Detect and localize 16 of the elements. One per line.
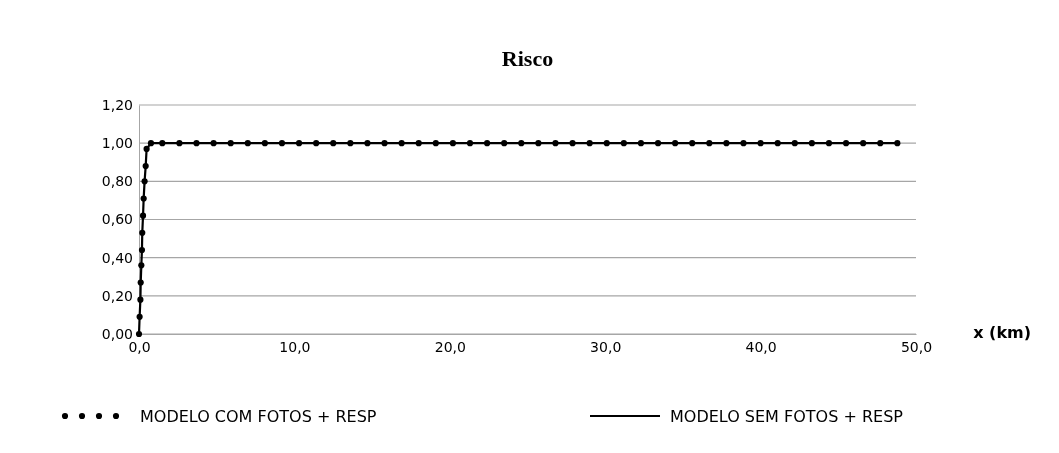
y-tick-label: 0,40 bbox=[101, 249, 133, 266]
x-axis-title: x (km) bbox=[973, 323, 1031, 342]
point bbox=[135, 330, 143, 338]
y-tick-label: 0,80 bbox=[101, 173, 133, 190]
chart-title: Risco bbox=[501, 46, 554, 71]
x-tick-label: 10,0 bbox=[279, 338, 311, 355]
x-tick-label: 50,0 bbox=[900, 338, 933, 355]
legend-label: MODELO SEM FOTOS + RESP bbox=[670, 407, 904, 426]
x-tick-label: 20,0 bbox=[434, 338, 466, 355]
y-tick-label: 1,00 bbox=[101, 135, 133, 152]
x-tick-label: 30,0 bbox=[590, 338, 622, 355]
y-tick-label: 1,20 bbox=[101, 96, 133, 113]
y-tick-label: 0,60 bbox=[101, 211, 133, 228]
x-tick-label: 40,0 bbox=[745, 338, 777, 355]
y-tick-label: 0,20 bbox=[101, 287, 133, 304]
legend-label: MODELO COM FOTOS + RESP bbox=[140, 407, 377, 426]
